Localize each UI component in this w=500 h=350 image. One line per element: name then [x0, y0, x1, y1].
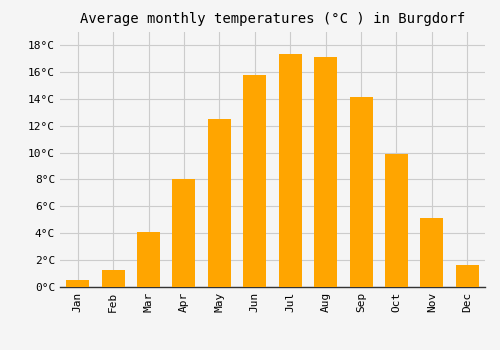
Bar: [244, 75, 266, 287]
Bar: [172, 180, 196, 287]
Bar: [278, 54, 301, 287]
Bar: [137, 232, 160, 287]
Bar: [314, 57, 337, 287]
Bar: [208, 119, 231, 287]
Bar: [456, 266, 479, 287]
Bar: [385, 154, 408, 287]
Title: Average monthly temperatures (°C ) in Burgdorf: Average monthly temperatures (°C ) in Bu…: [80, 12, 465, 26]
Bar: [66, 280, 89, 287]
Bar: [420, 218, 444, 287]
Bar: [102, 270, 124, 287]
Bar: [350, 97, 372, 287]
